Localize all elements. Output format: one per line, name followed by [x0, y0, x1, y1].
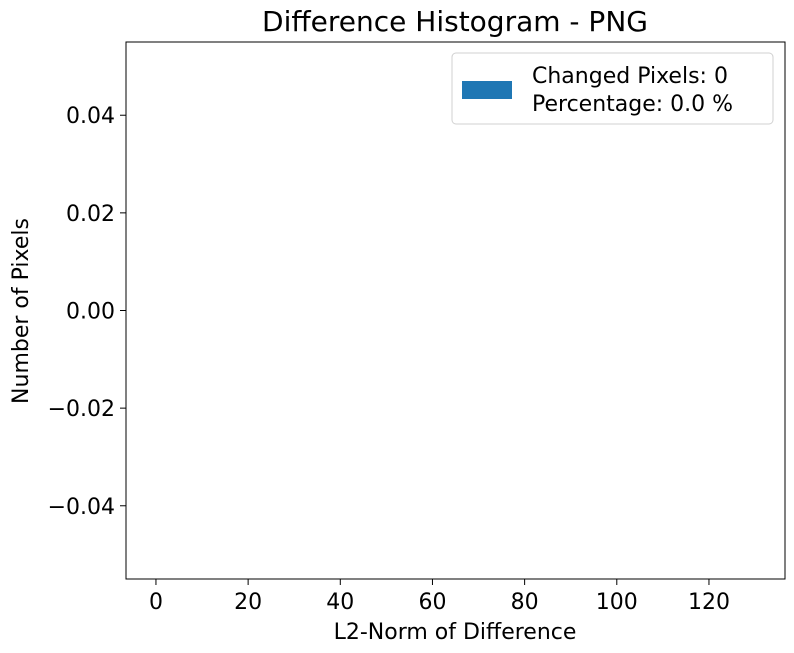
y-axis-label: Number of Pixels: [9, 218, 34, 404]
y-tick-label: −0.02: [48, 397, 115, 422]
x-tick-label: 20: [234, 590, 262, 615]
legend: Changed Pixels: 0 Percentage: 0.0 %: [451, 52, 774, 125]
x-tick-label: 40: [326, 590, 354, 615]
y-axis-ticks: 0.04 0.02 0.00 −0.02 −0.04: [48, 104, 126, 520]
x-tick-label: 100: [596, 590, 638, 615]
x-axis-label: L2-Norm of Difference: [334, 620, 577, 645]
x-tick-label: 60: [418, 590, 446, 615]
chart-title: Difference Histogram - PNG: [262, 5, 648, 38]
y-tick-label: 0.04: [66, 104, 115, 129]
legend-label-changed-pixels: Changed Pixels: 0: [532, 64, 728, 89]
legend-swatch: [462, 81, 512, 99]
legend-label-percentage: Percentage: 0.0 %: [532, 92, 733, 117]
x-axis-ticks: 0 20 40 60 80 100 120: [149, 579, 730, 615]
y-tick-label: 0.02: [66, 202, 115, 227]
x-tick-label: 0: [149, 590, 163, 615]
legend-box: [451, 52, 774, 125]
x-tick-label: 120: [688, 590, 730, 615]
y-tick-label: 0.00: [66, 300, 115, 325]
y-tick-label: −0.04: [48, 495, 115, 520]
x-tick-label: 80: [511, 590, 539, 615]
